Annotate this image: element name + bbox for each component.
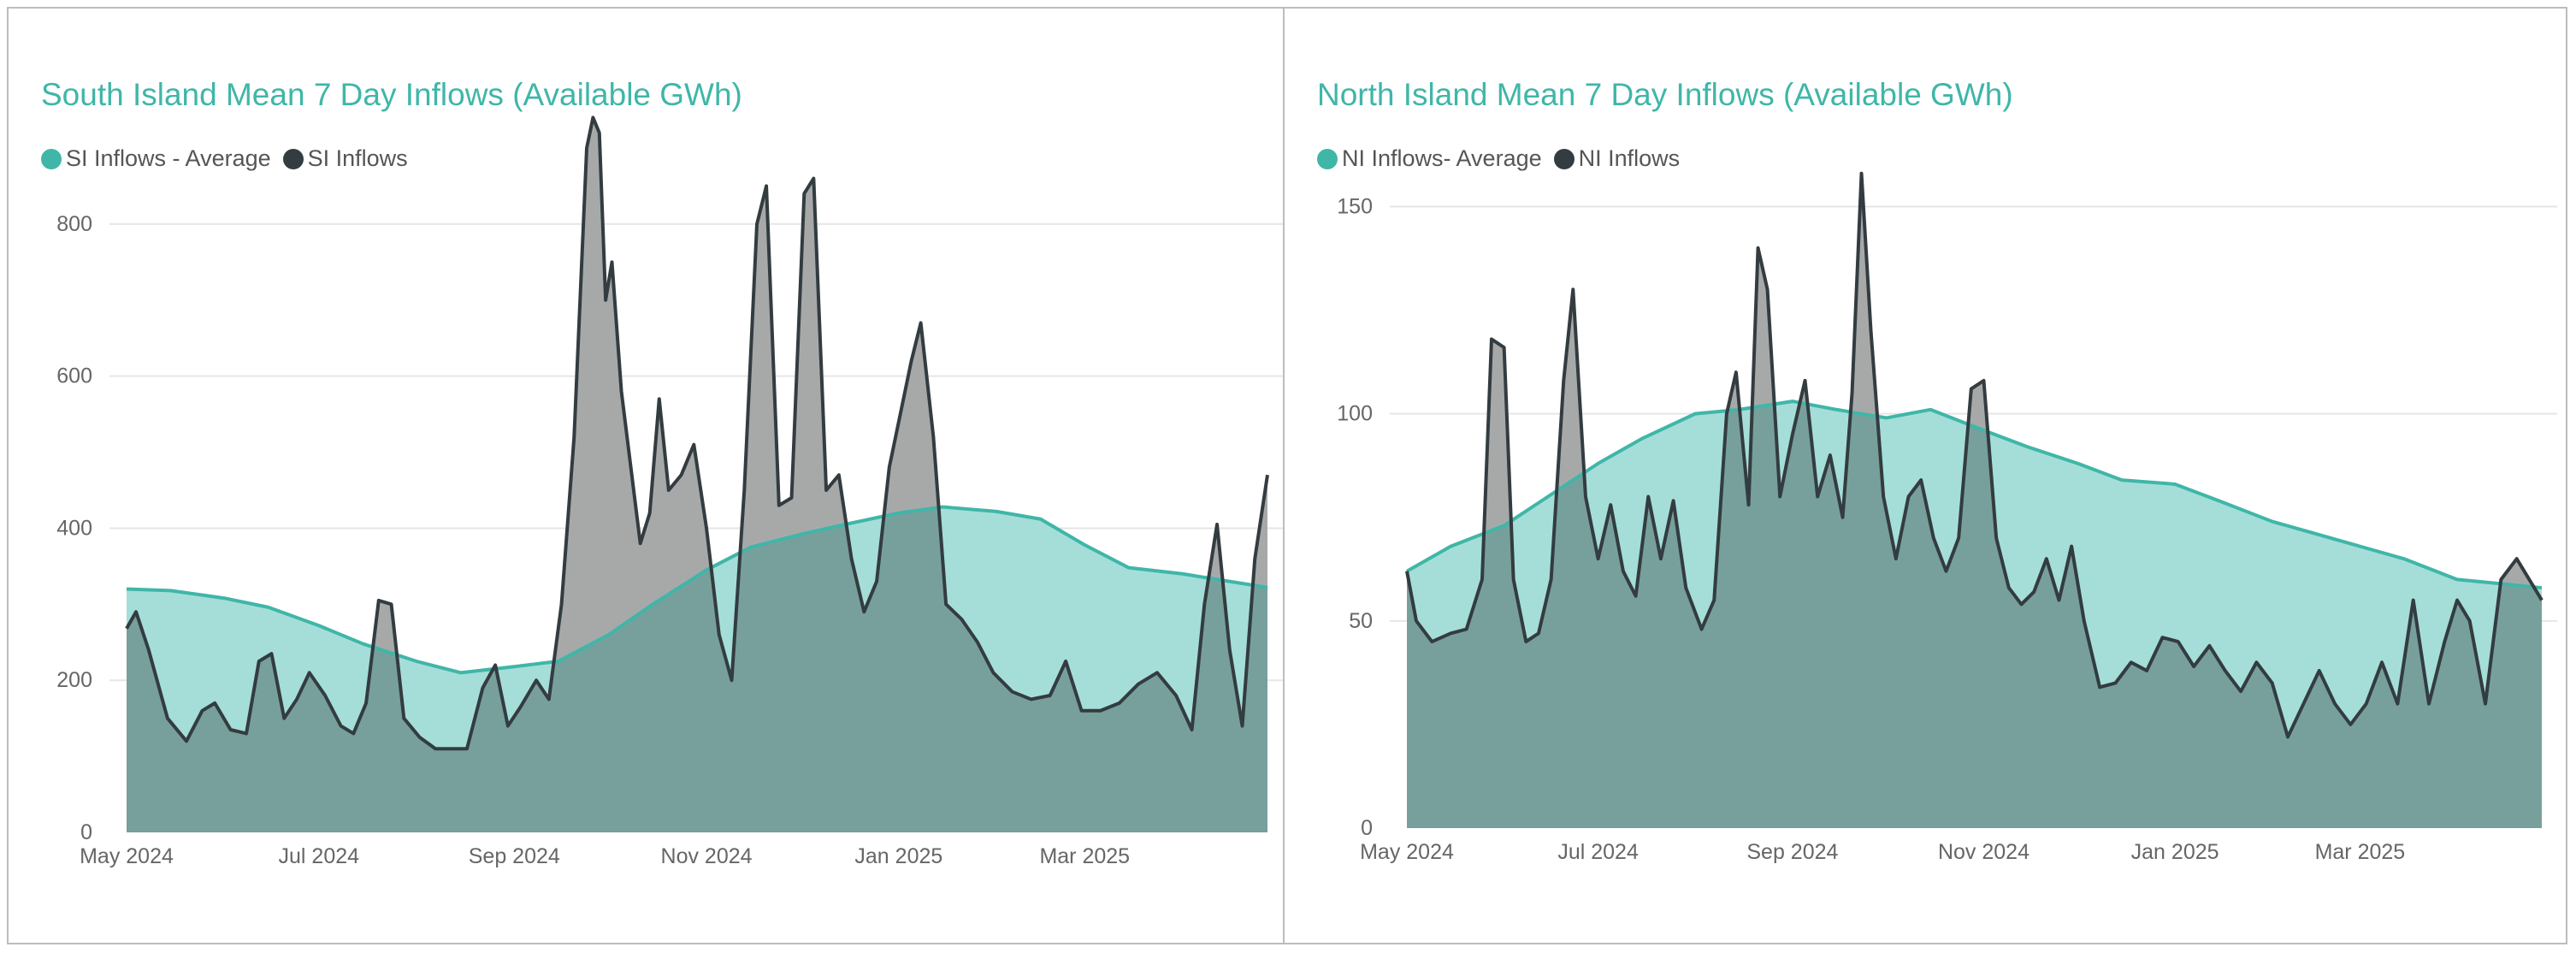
ni-y-tick-label: 150 — [1337, 194, 1373, 218]
ni-average-line[interactable] — [1406, 400, 2543, 590]
ni-average-marker-icon — [1317, 148, 1338, 169]
si-average-line[interactable] — [126, 505, 1268, 675]
ni-legend-inflows-label: NI Inflows — [1578, 145, 1681, 171]
si-legend-average[interactable]: SI Inflows - Average — [41, 145, 271, 172]
ni-legend-average-label: NI Inflows- Average — [1342, 145, 1542, 171]
ni-inflows-chart: 0 50 100 150 May 2024 Jul 2024 Sep 2024 Nov 202… — [1337, 171, 2557, 864]
si-legend-average-label: SI Inflows - Average — [66, 145, 271, 171]
si-y-tick-label: 400 — [56, 516, 92, 540]
si-x-tick-label: Mar 2025 — [1039, 844, 1130, 868]
ni-y-tick-label: 100 — [1337, 402, 1373, 426]
si-x-tick-label: Sep 2024 — [469, 844, 560, 868]
panel-divider — [1283, 7, 1285, 944]
ni-legend-average[interactable]: NI Inflows- Average — [1317, 145, 1542, 172]
ni-x-tick-label: Nov 2024 — [1938, 840, 2029, 864]
si-inflows-panel: 0 200 400 600 800 May 2024 Jul 2024 Sep 2024 Nov… — [9, 7, 1283, 944]
ni-x-tick-label: May 2024 — [1360, 840, 1454, 864]
si-y-tick-label: 800 — [56, 212, 92, 236]
ni-inflows-line[interactable] — [1405, 171, 2544, 739]
ni-x-tick-label: Sep 2024 — [1746, 840, 1838, 864]
si-inflows-line[interactable] — [125, 115, 1269, 751]
ni-overlap-area — [1407, 401, 2542, 828]
si-average-marker-icon — [41, 148, 62, 169]
si-legend-inflows-label: SI Inflows — [307, 145, 408, 171]
si-x-tick-label: May 2024 — [80, 844, 174, 868]
ni-inflows-marker-icon — [1553, 148, 1575, 169]
ni-y-tick-label: 0 — [1361, 816, 1373, 840]
ni-y-tick-label: 50 — [1349, 609, 1373, 633]
ni-x-tick-label: Jul 2024 — [1557, 840, 1639, 864]
si-x-tick-label: Nov 2024 — [661, 844, 753, 868]
ni-legend: NI Inflows- Average NI Inflows — [1317, 145, 1692, 172]
si-legend: SI Inflows - Average SI Inflows — [41, 145, 420, 172]
si-legend-inflows[interactable]: SI Inflows — [282, 145, 408, 172]
si-x-tick-label: Jul 2024 — [279, 844, 360, 868]
si-inflows-chart: 0 200 400 600 800 May 2024 Jul 2024 Sep 2024 Nov… — [56, 115, 1283, 868]
si-chart-title: South Island Mean 7 Day Inflows (Availab… — [41, 77, 742, 112]
ni-chart-title: North Island Mean 7 Day Inflows (Availab… — [1317, 77, 2013, 112]
si-y-tick-label: 0 — [80, 820, 92, 844]
si-x-tick-label: Jan 2025 — [854, 844, 942, 868]
ni-x-tick-label: Jan 2025 — [2131, 840, 2219, 864]
ni-x-tick-label: Mar 2025 — [2315, 840, 2406, 864]
si-y-tick-label: 600 — [56, 364, 92, 388]
ni-inflows-panel: 0 50 100 150 May 2024 Jul 2024 Sep 2024 Nov 202… — [1285, 7, 2567, 944]
si-inflows-marker-icon — [282, 148, 304, 169]
si-y-tick-label: 200 — [56, 668, 92, 692]
ni-legend-inflows[interactable]: NI Inflows — [1553, 145, 1681, 172]
